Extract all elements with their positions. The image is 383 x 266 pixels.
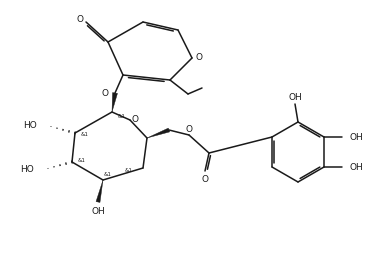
Text: O: O [185, 126, 193, 135]
Text: OH: OH [288, 93, 302, 102]
Text: O: O [201, 174, 208, 184]
Polygon shape [147, 128, 170, 138]
Text: O: O [77, 15, 83, 24]
Polygon shape [112, 93, 118, 112]
Text: &1: &1 [118, 114, 126, 118]
Text: HO: HO [20, 165, 34, 174]
Text: &1: &1 [81, 132, 89, 138]
Text: &1: &1 [104, 172, 112, 177]
Text: &1: &1 [78, 157, 86, 163]
Text: &1: &1 [125, 168, 133, 172]
Text: OH: OH [350, 163, 364, 172]
Text: O: O [101, 89, 108, 98]
Text: OH: OH [350, 132, 364, 142]
Text: O: O [131, 114, 139, 123]
Text: HO: HO [23, 120, 37, 130]
Text: O: O [195, 53, 203, 63]
Text: OH: OH [91, 206, 105, 215]
Polygon shape [96, 180, 103, 202]
